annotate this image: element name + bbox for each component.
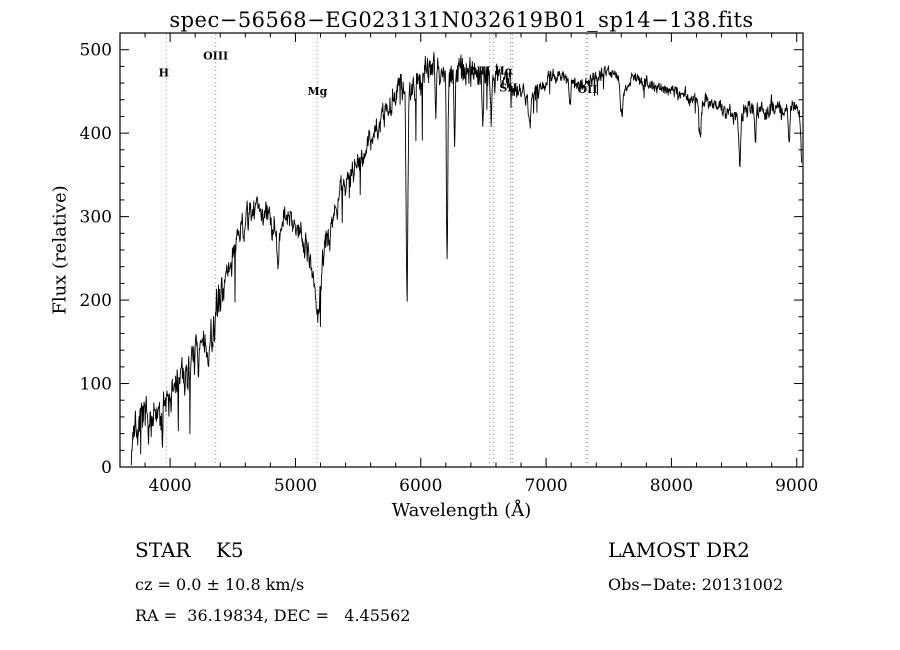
classification-text: STAR K5 — [135, 538, 244, 562]
marker-label: OII — [578, 83, 598, 96]
y-tick-label: 0 — [101, 458, 112, 478]
marker-label: OIII — [203, 50, 228, 63]
x-axis-label: Wavelength (Å) — [391, 500, 532, 521]
marker-label: Mg — [307, 85, 327, 98]
marker-label: NII Hα — [470, 65, 514, 78]
x-tick-label: 8000 — [650, 476, 693, 496]
marker-label: H — [159, 66, 169, 79]
survey-release-text: LAMOST DR2 — [608, 538, 750, 562]
spectrum-path — [130, 51, 803, 466]
y-tick-label: 100 — [80, 375, 112, 395]
redshift-velocity-text: cz = 0.0 ± 10.8 km/s — [135, 575, 305, 594]
y-tick-label: 200 — [80, 291, 112, 311]
x-tick-label: 7000 — [524, 476, 567, 496]
plot-title: spec−56568−EG023131N032619B01_sp14−138.f… — [169, 8, 754, 32]
x-tick-label: 9000 — [775, 476, 818, 496]
y-tick-label: 300 — [80, 208, 112, 228]
ra-dec-text: RA = 36.19834, DEC = 4.45562 — [135, 606, 411, 625]
plot-frame — [119, 32, 804, 468]
x-tick-label: 6000 — [399, 476, 442, 496]
x-tick-label: 5000 — [274, 476, 317, 496]
y-tick-label: 400 — [80, 124, 112, 144]
marker-label: SII — [499, 81, 517, 94]
y-tick-label: 500 — [80, 41, 112, 61]
obs-date-text: Obs−Date: 20131002 — [608, 575, 784, 594]
x-tick-label: 4000 — [148, 476, 191, 496]
